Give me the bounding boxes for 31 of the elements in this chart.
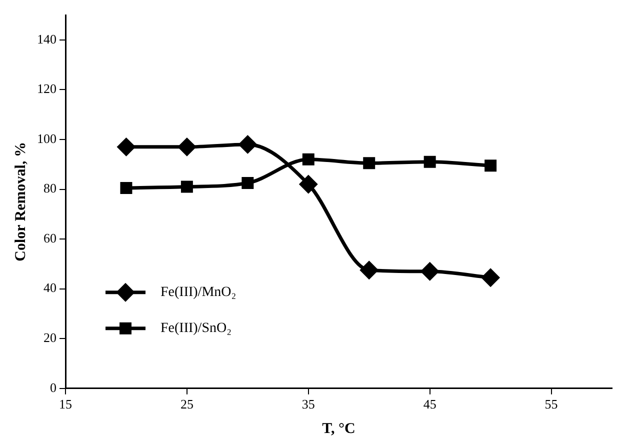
point xyxy=(302,153,314,166)
y-tick-label: 40 xyxy=(44,280,56,296)
x-tick-label: 55 xyxy=(544,396,558,412)
point xyxy=(178,138,196,156)
point xyxy=(360,261,378,279)
x-tick-label: 35 xyxy=(302,396,315,412)
point xyxy=(484,160,497,172)
y-tick-label: 0 xyxy=(50,380,56,395)
point xyxy=(180,180,193,193)
legend-label: Fe(III)/MnO₂ xyxy=(160,285,236,300)
x-tick-label: 25 xyxy=(180,396,194,412)
x-axis-title: T, °C xyxy=(322,420,356,437)
point xyxy=(120,182,132,194)
y-tick-label: 60 xyxy=(44,230,56,246)
point xyxy=(238,136,256,154)
y-tick-label: 20 xyxy=(44,330,56,346)
y-tick-label: 80 xyxy=(44,180,56,196)
point xyxy=(482,268,500,286)
y-tick-label: 120 xyxy=(37,81,56,96)
point xyxy=(421,262,439,280)
point xyxy=(300,176,318,194)
point xyxy=(363,157,376,170)
point xyxy=(242,177,254,190)
legend-label: Fe(III)/SnO₂ xyxy=(160,321,232,336)
point xyxy=(424,156,436,168)
y-tick-label: 100 xyxy=(37,130,56,146)
x-tick-label: 15 xyxy=(59,396,72,412)
y-axis-title: Color Removal, % xyxy=(12,142,29,262)
x-tick-label: 45 xyxy=(423,396,436,412)
point xyxy=(117,138,135,156)
y-tick-label: 140 xyxy=(37,31,56,46)
